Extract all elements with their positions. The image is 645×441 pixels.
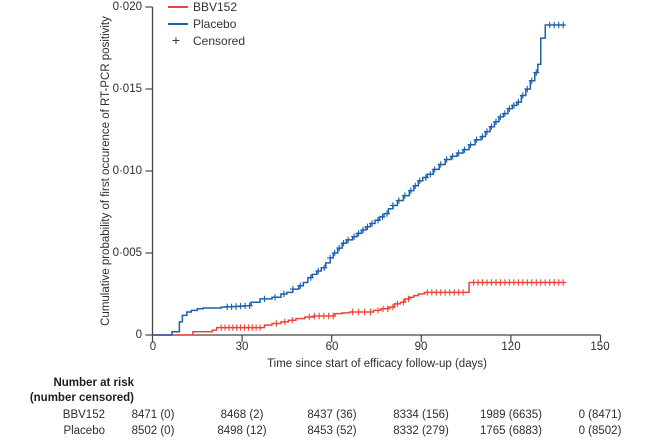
y-tick-label-0020: 0·020: [112, 1, 142, 13]
y-tick-label-0010: 0·010: [112, 165, 142, 177]
x-tick-label-90: 90: [414, 341, 428, 353]
axis-lines: [151, 7, 601, 336]
x-tick-label-60: 60: [325, 341, 339, 353]
censor-marks-placebo: [224, 21, 567, 310]
risk-cell: 8334 (156): [393, 409, 449, 421]
risk-row-label-placebo: Placebo: [63, 425, 105, 437]
risk-cell: 8502 (0): [131, 425, 175, 437]
x-tick-label-150: 150: [590, 341, 610, 353]
risk-row-label-bbv152: BBV152: [62, 409, 105, 421]
y-tick-label-0005: 0·005: [112, 247, 142, 259]
y-tick-label-0015: 0·015: [112, 83, 142, 95]
legend-label-placebo: Placebo: [193, 17, 237, 31]
legend-label-bbv152: BBV152: [193, 0, 238, 14]
censored-plus-icon: +: [171, 32, 181, 48]
y-tick-label-0: 0: [135, 329, 142, 341]
risk-cell: 8498 (12): [217, 425, 267, 437]
legend-line-swatch-bbv152: [168, 6, 188, 8]
legend-label-censored: Censored: [193, 34, 246, 48]
risk-table-header-line2: (number censored): [29, 392, 134, 404]
survival-curve-bbv152: [152, 281, 565, 336]
x-tick-label-30: 30: [235, 341, 249, 353]
risk-cell: 8437 (36): [307, 409, 357, 421]
x-tick-label-0: 0: [149, 341, 157, 353]
risk-cell: 1989 (6635): [479, 409, 543, 421]
risk-cell: 0 (8502): [578, 425, 622, 437]
x-axis-label: Time since start of efficacy follow-up (…: [267, 358, 487, 370]
survival-curve-placebo: [152, 24, 565, 336]
legend-line-swatch-placebo: [168, 23, 188, 25]
risk-cell: 0 (8471): [578, 409, 622, 421]
risk-cell: 8453 (52): [307, 425, 357, 437]
risk-cell: 8468 (2): [220, 409, 264, 421]
censor-marks-bbv152: [218, 279, 567, 331]
risk-table-header-line1: Number at risk: [53, 377, 134, 389]
risk-cell: 1765 (6883): [479, 425, 543, 437]
risk-cell: 8471 (0): [131, 409, 175, 421]
risk-cell: 8332 (279): [393, 425, 449, 437]
x-tick-label-120: 120: [501, 341, 521, 353]
